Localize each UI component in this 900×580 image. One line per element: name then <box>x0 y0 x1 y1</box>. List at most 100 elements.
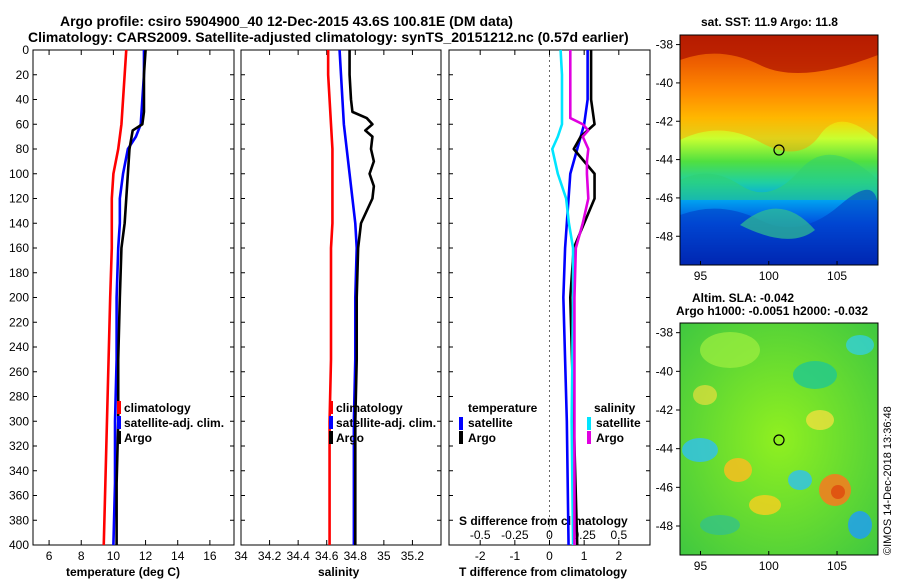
sst-map-frame <box>679 34 879 266</box>
legend-swatch-s-argo <box>587 431 591 444</box>
difference-series <box>550 49 596 546</box>
depth-tick-label: 40 <box>16 93 30 107</box>
depth-tick-label: 180 <box>9 266 29 280</box>
sla-map-y-axis: -38 -40 -42 -44 -46 -48 <box>656 326 680 533</box>
x-tick-label-top: 0.25 <box>572 528 596 542</box>
depth-tick-label: 140 <box>9 216 29 230</box>
legend-swatch-satellite <box>329 416 333 429</box>
series-line-s-satellite <box>550 49 575 546</box>
series-line-argo <box>348 50 376 545</box>
x-tick-label: 12 <box>139 549 153 563</box>
x-tick-label: 35 <box>377 549 391 563</box>
legend-swatch-satellite <box>117 416 121 429</box>
legend-title-salinity: salinity <box>594 401 636 415</box>
depth-tick-label: 200 <box>9 291 29 305</box>
legend-title-temperature: temperature <box>468 401 538 415</box>
series-line-t-satellite <box>562 50 589 546</box>
x-tick-label: -1 <box>510 549 521 563</box>
x-tick-label: 6 <box>46 549 53 563</box>
map-x-tick-label: 100 <box>759 269 779 283</box>
map-x-tick-label: 105 <box>827 559 847 573</box>
legend-label-satellite: satellite-adj. clim. <box>124 416 224 430</box>
x-tick-label: 14 <box>171 549 185 563</box>
salinity-panel-frame <box>240 49 442 546</box>
sla-map-frame <box>679 322 879 556</box>
sla-map-x-axis: 95 100 105 <box>694 551 847 573</box>
legend-swatch-t-satellite <box>459 417 463 430</box>
map-y-tick-label: -46 <box>656 480 674 494</box>
x-tick-label-top: -0.5 <box>470 528 491 542</box>
map-y-tick-label: -40 <box>656 76 674 90</box>
map-y-tick-label: -44 <box>656 442 674 456</box>
series-line-t-argo <box>568 50 596 546</box>
legend-swatch-climatology <box>329 401 333 414</box>
temperature-x-axis: 6 8 10 12 14 16 <box>46 50 217 563</box>
sla-argo-marker <box>773 434 785 446</box>
sla-map-title-2: Argo h1000: -0.0051 h2000: -0.032 <box>676 304 868 318</box>
depth-tick-label: 100 <box>9 167 29 181</box>
series-line-climatology <box>326 50 334 545</box>
salinity-x-axis: 34 34.2 34.4 34.6 34.8 35 35.2 <box>234 50 424 563</box>
legend-label-argo: Argo <box>124 431 152 445</box>
depth-tick-label: 260 <box>9 365 29 379</box>
x-tick-label: 34.8 <box>344 549 368 563</box>
credit-text: ©IMOS 14-Dec-2018 13:36:48 <box>882 406 894 555</box>
depth-tick-label: 320 <box>9 439 29 453</box>
sst-argo-marker <box>773 144 785 156</box>
map-x-tick-label: 95 <box>694 269 708 283</box>
legend-swatch-argo <box>329 431 333 444</box>
depth-tick-label: 0 <box>22 43 29 57</box>
map-x-tick-label: 95 <box>694 559 708 573</box>
x-tick-label: 0 <box>546 549 553 563</box>
depth-tick-label: 400 <box>9 538 29 552</box>
x-tick-label: 34.2 <box>258 549 282 563</box>
x-tick-label: 1 <box>581 549 588 563</box>
title-line-2: Climatology: CARS2009. Satellite-adjuste… <box>28 29 629 45</box>
x-tick-label: 8 <box>78 549 85 563</box>
legend-swatch-t-argo <box>459 431 463 444</box>
map-x-tick-label: 100 <box>759 559 779 573</box>
difference-axis-label: T difference from climatology <box>459 565 627 579</box>
series-line-argo <box>115 49 147 545</box>
map-x-tick-label: 105 <box>827 269 847 283</box>
map-y-tick-label: -42 <box>656 114 674 128</box>
map-y-tick-label: -44 <box>656 153 674 167</box>
series-line-satellite-adj-clim- <box>112 50 146 546</box>
depth-tick-label: 280 <box>9 390 29 404</box>
depth-tick-label: 340 <box>9 464 29 478</box>
series-line-s-argo <box>568 50 590 545</box>
x-tick-label: 35.2 <box>401 549 425 563</box>
legend-swatch-argo <box>117 431 121 444</box>
map-y-tick-label: -46 <box>656 191 674 205</box>
title-line-1: Argo profile: csiro 5904900_40 12-Dec-20… <box>60 13 513 29</box>
depth-tick-label: 220 <box>9 315 29 329</box>
legend-swatch-climatology <box>117 401 121 414</box>
depth-tick-label: 240 <box>9 340 29 354</box>
depth-axis: 0 20 40 60 80 100 120 140 160 180 200 220 240 260 280 3… <box>9 43 650 552</box>
map-y-tick-label: -42 <box>656 403 674 417</box>
sla-map-title-1: Altim. SLA: -0.042 <box>692 291 794 305</box>
depth-tick-label: 300 <box>9 414 29 428</box>
legend-label-s-argo: Argo <box>596 431 624 445</box>
depth-tick-label: 20 <box>16 68 30 82</box>
depth-tick-label: 360 <box>9 489 29 503</box>
map-y-tick-label: -38 <box>656 38 674 52</box>
legend-swatch-s-satellite <box>587 417 591 430</box>
map-y-tick-label: -48 <box>656 519 674 533</box>
sst-map-title: sat. SST: 11.9 Argo: 11.8 <box>701 15 838 29</box>
x-tick-label: 34.6 <box>315 549 339 563</box>
map-y-tick-label: -40 <box>656 364 674 378</box>
x-tick-label: 34.4 <box>286 549 310 563</box>
sla-map <box>680 323 878 555</box>
legend-label-argo: Argo <box>336 431 364 445</box>
depth-tick-label: 60 <box>16 117 30 131</box>
legend-label-t-satellite: satellite <box>468 416 513 430</box>
series-line-satellite-adj-clim- <box>338 49 359 545</box>
legend-label-climatology: climatology <box>124 401 191 415</box>
x-tick-label: -2 <box>475 549 486 563</box>
difference-axis-label-top: S difference from climatology <box>459 514 628 528</box>
x-tick-label: 2 <box>615 549 622 563</box>
temperature-legend: climatology satellite-adj. clim. Argo <box>117 401 224 445</box>
